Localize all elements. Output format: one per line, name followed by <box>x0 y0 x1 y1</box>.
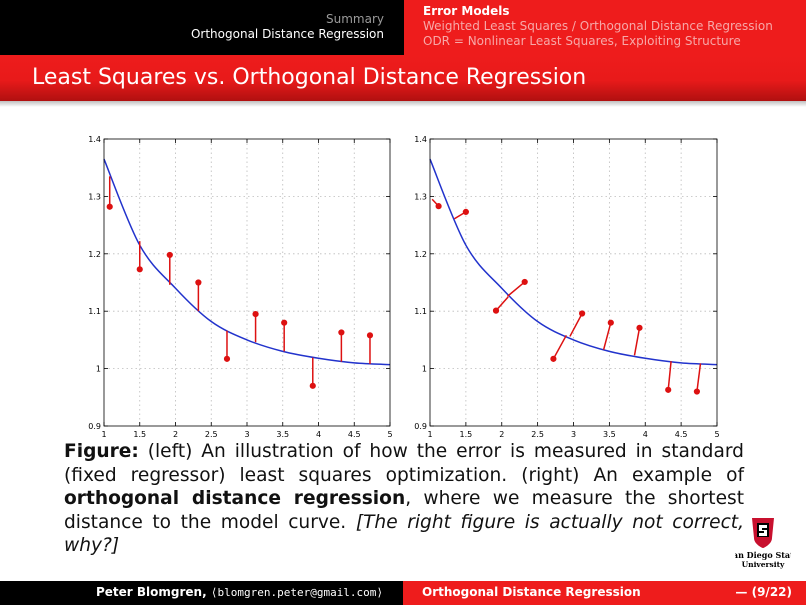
data-point <box>195 279 202 286</box>
y-tick-label: 1.4 <box>88 135 101 144</box>
x-tick-label: 1 <box>101 430 106 439</box>
data-point <box>366 332 374 339</box>
y-tick-label: 1.2 <box>414 250 427 259</box>
residual-line <box>667 361 672 390</box>
footer-title[interactable]: Orthogonal Distance Regression <box>422 585 641 599</box>
header-nav-odr-nonlinear[interactable]: ODR = Nonlinear Least Squares, Exploitin… <box>423 34 741 48</box>
data-point <box>435 203 442 210</box>
figure-plots: 1 1.5 2 2.5 3 3.5 4 4.5 50.911.11.21.31.41 1.5 2 2.… <box>88 135 719 439</box>
x-tick-label: 2 <box>173 430 178 439</box>
slide-title: Least Squares vs. Orthogonal Distance Re… <box>32 65 587 90</box>
residual-line <box>602 322 612 350</box>
logo-line-2: University <box>742 560 785 569</box>
footer-page-number[interactable]: — (9/22) <box>735 585 792 599</box>
x-tick-label: 3.5 <box>276 430 289 439</box>
y-tick-label: 1.3 <box>88 192 101 201</box>
header: Summary Orthogonal Distance Regression E… <box>0 0 806 55</box>
x-tick-label: 5 <box>387 430 392 439</box>
data-point <box>223 355 231 362</box>
title-shadow <box>0 101 806 107</box>
model-curve <box>103 158 391 366</box>
model-curve <box>429 158 718 366</box>
plot-frame <box>103 138 391 427</box>
caption-figure-label: Figure: <box>64 441 139 462</box>
header-nav-error-models[interactable]: Error Models <box>423 4 510 18</box>
header-subsection[interactable]: Orthogonal Distance Regression <box>190 27 384 41</box>
x-tick-label: 2.5 <box>531 430 544 439</box>
footer-author[interactable]: Peter Blomgren, ⟨blomgren.peter@gmail.co… <box>96 585 383 599</box>
residual-line <box>633 327 641 356</box>
header-nav-weighted-least-squares[interactable]: Weighted Least Squares / Orthogonal Dist… <box>423 19 773 33</box>
data-point <box>607 319 614 326</box>
data-point <box>636 324 643 331</box>
caption-italic-note: [The right figure is actually not correc… <box>64 511 744 557</box>
x-tick-label: 4 <box>316 430 321 439</box>
footer-right: Orthogonal Distance Regression — (9/22) <box>403 581 806 605</box>
data-point <box>136 266 143 273</box>
data-point <box>281 319 288 326</box>
data-point <box>521 278 528 286</box>
y-tick-label: 1.2 <box>88 250 101 259</box>
caption-text-2: , where we measure the shortest distance… <box>64 488 744 533</box>
x-tick-label: 1 <box>427 430 432 439</box>
x-tick-label: 2 <box>499 430 504 439</box>
plot-frame <box>429 138 718 427</box>
x-tick-label: 4.5 <box>348 430 361 439</box>
x-tick-label: 5 <box>714 430 719 439</box>
data-point <box>579 310 586 317</box>
logo-line-1: San Diego State <box>735 550 791 560</box>
y-tick-label: 0.9 <box>414 422 427 431</box>
y-tick-label: 1.1 <box>88 307 101 316</box>
y-tick-label: 0.9 <box>88 422 101 431</box>
data-point <box>492 307 500 314</box>
x-tick-label: 3 <box>571 430 576 439</box>
chart-left: 1 1.5 2 2.5 3 3.5 4 4.5 50.911.11.21.31.4 <box>88 135 392 439</box>
data-point <box>550 355 557 362</box>
data-point <box>665 386 672 393</box>
y-tick-label: 1 <box>96 365 101 374</box>
data-point <box>309 382 316 389</box>
residual-line <box>507 281 526 297</box>
data-point <box>693 388 701 395</box>
data-point <box>462 208 469 215</box>
footer-email: ⟨blomgren.peter@gmail.com⟩ <box>210 586 384 599</box>
caption-text-1: (left) An illustration of how the error … <box>64 441 744 486</box>
y-tick-label: 1.3 <box>414 192 427 201</box>
residual-line <box>696 363 702 392</box>
x-tick-label: 3 <box>244 430 249 439</box>
residual-line <box>569 313 583 337</box>
y-tick-label: 1.1 <box>414 307 427 316</box>
chart-right: 1 1.5 2 2.5 3 3.5 4 4.5 50.911.11.21.31.4 <box>414 135 719 439</box>
logo-emblem-icon <box>752 518 774 548</box>
data-point <box>338 329 345 336</box>
x-tick-label: 4 <box>643 430 648 439</box>
footer-left: Peter Blomgren, ⟨blomgren.peter@gmail.co… <box>0 581 403 605</box>
x-tick-label: 1.5 <box>133 430 146 439</box>
university-logo: San Diego State University <box>735 518 791 569</box>
header-section[interactable]: Summary <box>326 12 384 26</box>
title-bar: Least Squares vs. Orthogonal Distance Re… <box>0 55 806 107</box>
residual-line <box>552 334 567 360</box>
data-point <box>252 310 259 318</box>
footer-author-name: Peter Blomgren, <box>96 585 207 599</box>
header-left-panel: Summary Orthogonal Distance Regression <box>0 0 404 55</box>
x-tick-label: 4.5 <box>675 430 688 439</box>
y-tick-label: 1 <box>422 365 427 374</box>
y-tick-label: 1.4 <box>414 135 427 144</box>
header-right-panel: Error Models Weighted Least Squares / Or… <box>404 0 806 55</box>
x-tick-label: 3.5 <box>603 430 616 439</box>
footer: Peter Blomgren, ⟨blomgren.peter@gmail.co… <box>0 581 806 605</box>
data-point <box>166 251 173 259</box>
figure-caption: Figure: (left) An illustration of how th… <box>64 440 744 558</box>
x-tick-label: 2.5 <box>205 430 218 439</box>
caption-bold-term: orthogonal distance regression <box>64 488 406 509</box>
data-point <box>106 203 113 210</box>
x-tick-label: 1.5 <box>460 430 473 439</box>
